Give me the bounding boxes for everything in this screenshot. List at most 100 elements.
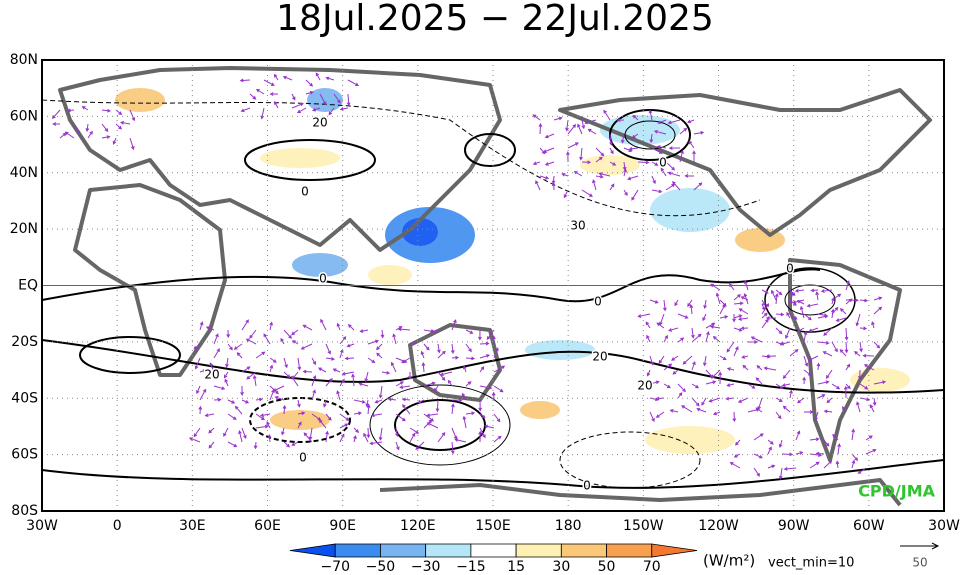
- wind-arrow: [325, 357, 335, 361]
- wind-arrow: [667, 171, 681, 177]
- wind-arrow: [655, 411, 665, 418]
- wind-arrow: [687, 119, 695, 124]
- wind-arrow: [399, 385, 411, 389]
- wind-arrow: [839, 348, 847, 357]
- wind-arrow: [297, 411, 306, 416]
- wind-arrow: [325, 343, 331, 355]
- lon-label: 150E: [475, 518, 511, 534]
- wind-arrow: [595, 174, 604, 179]
- wind-arrow: [112, 137, 117, 145]
- wind-arrow: [421, 362, 426, 373]
- colorbar-swatch: [470, 543, 517, 558]
- wind-arrow: [620, 133, 625, 144]
- wind-arrow: [451, 398, 463, 403]
- wind-arrow: [609, 147, 614, 155]
- wind-arrow: [341, 371, 355, 376]
- wind-arrow: [671, 355, 679, 361]
- wind-arrow: [353, 435, 357, 443]
- wind-arrow: [188, 437, 201, 443]
- wind-arrow: [297, 357, 302, 371]
- wind-arrow: [465, 356, 476, 361]
- wind-arrow: [397, 327, 411, 332]
- wind-arrow: [479, 427, 486, 439]
- wind-arrow: [325, 413, 332, 421]
- wind-arrow: [66, 108, 75, 113]
- wind-arrow: [227, 441, 238, 448]
- wind-arrow: [85, 123, 90, 133]
- wind-arrow: [733, 294, 741, 301]
- wind-arrow: [677, 313, 689, 319]
- wind-arrow: [826, 397, 833, 404]
- wind-arrow: [465, 343, 472, 353]
- wind-arrow: [865, 435, 873, 441]
- wind-arrow: [395, 427, 399, 438]
- wind-arrow: [733, 301, 744, 306]
- wind-arrow: [339, 107, 349, 111]
- wind-arrow: [465, 381, 472, 387]
- wind-arrow: [649, 133, 654, 144]
- wind-arrow: [637, 313, 651, 318]
- wind-arrow: [450, 343, 455, 355]
- wind-arrow: [227, 413, 237, 420]
- wind-arrow: [831, 383, 841, 390]
- wind-arrow: [241, 319, 249, 331]
- wind-arrow: [347, 324, 355, 331]
- wind-arrow: [781, 383, 791, 387]
- wind-arrow: [325, 378, 333, 387]
- wind-arrow: [587, 128, 597, 135]
- wind-arrow: [378, 427, 383, 441]
- wind-arrow: [691, 333, 702, 343]
- wind-arrow: [283, 329, 292, 339]
- wind-arrow: [646, 369, 651, 377]
- contours: [41, 99, 945, 489]
- wind-arrow: [245, 338, 257, 345]
- wind-arrow: [684, 174, 695, 178]
- wind-arrow: [845, 298, 853, 305]
- wind-arrow: [649, 380, 660, 385]
- wind-arrow: [708, 397, 721, 403]
- wind-arrow: [702, 355, 707, 367]
- wind-arrow: [249, 93, 257, 100]
- wind-arrow: [682, 355, 693, 365]
- wind-arrow: [859, 383, 869, 390]
- wind-arrow: [851, 459, 856, 469]
- wind-arrow: [532, 114, 541, 121]
- lon-label: 30E: [179, 518, 206, 534]
- wind-arrow: [269, 92, 279, 96]
- wind-arrow: [255, 413, 265, 421]
- wind-arrow: [193, 427, 201, 438]
- wind-arrow: [346, 93, 351, 107]
- wind-arrow: [674, 299, 679, 307]
- wind-arrow: [795, 430, 801, 441]
- wind-arrow: [873, 341, 881, 349]
- wind-arrow: [785, 327, 791, 340]
- wind-arrow: [802, 376, 807, 385]
- wind-arrow: [451, 355, 460, 360]
- map-frame: [41, 59, 945, 512]
- wind-arrow: [402, 404, 411, 415]
- wind-arrow: [205, 326, 215, 331]
- wind-arrow: [479, 341, 490, 346]
- wind-arrow: [733, 314, 743, 319]
- colorbar-label: 30: [552, 559, 570, 575]
- contour-label: 30: [570, 219, 585, 233]
- wind-arrow: [859, 326, 868, 331]
- wind-arrow: [283, 371, 291, 379]
- wind-arrow: [415, 441, 425, 450]
- lat-label: 60S: [11, 447, 38, 463]
- wind-arrow: [339, 348, 344, 359]
- wind-arrow: [565, 119, 569, 132]
- wind-arrow: [782, 369, 791, 379]
- wind-arrow: [401, 357, 411, 364]
- wind-arrow: [266, 421, 271, 429]
- colorbar-swatch: [380, 543, 427, 558]
- wind-arrow: [274, 396, 285, 401]
- wind-arrow: [712, 336, 721, 343]
- wind-arrow: [595, 147, 605, 157]
- lon-label: 90E: [329, 518, 356, 534]
- wind-arrow: [753, 433, 764, 441]
- wind-arrow: [709, 325, 721, 329]
- wind-arrow: [623, 168, 627, 177]
- wind-arrow: [433, 385, 439, 392]
- wind-arrow: [651, 175, 656, 185]
